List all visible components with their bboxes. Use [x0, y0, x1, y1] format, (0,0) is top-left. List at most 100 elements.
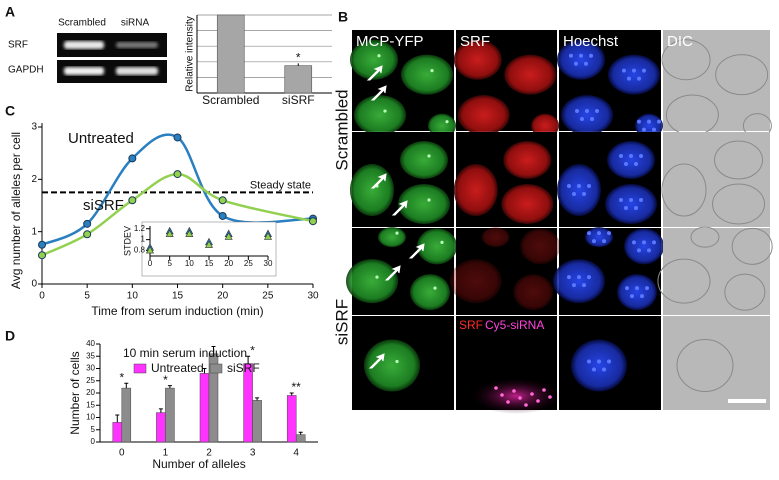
- mrna-spot: [445, 120, 449, 124]
- panel-label: A: [5, 4, 15, 20]
- y-tick-label: 10: [86, 413, 95, 422]
- error-bar: [211, 345, 216, 354]
- y-tick-label: 3: [31, 122, 37, 133]
- chromatin-spot: [597, 359, 601, 364]
- nucleus: [501, 184, 554, 224]
- significance: **: [292, 380, 302, 394]
- chromatin-spot: [580, 117, 584, 122]
- nucleus: [605, 184, 657, 224]
- y-axis-label: Relative intensity: [185, 16, 196, 92]
- chromatin-spot: [629, 198, 633, 202]
- gel-band: [116, 42, 158, 48]
- bar: [156, 412, 166, 443]
- error-bar: [158, 408, 163, 413]
- mrna-spot: [383, 109, 387, 113]
- data-point: [165, 229, 174, 237]
- chromatin-spot: [567, 184, 571, 188]
- cell-outline: [712, 183, 766, 225]
- chromatin-spot: [582, 192, 586, 196]
- data-point: [185, 229, 194, 237]
- y-tick-label: 1: [31, 226, 37, 237]
- mrna-spot: [395, 231, 399, 235]
- scale-bar: [728, 399, 766, 403]
- cell-outline: [657, 258, 711, 304]
- reference-label: Steady state: [250, 179, 311, 191]
- arrow: [368, 353, 385, 369]
- significance: *: [296, 51, 301, 65]
- micrograph: [663, 316, 770, 410]
- chromatin-spot: [657, 119, 661, 124]
- cell-outline: [731, 227, 773, 265]
- micrograph: [663, 132, 770, 227]
- chromatin-spot: [619, 154, 623, 158]
- chromatin-spot: [587, 184, 591, 188]
- data-point: [173, 170, 182, 179]
- data-point: [38, 251, 46, 260]
- chromatin-spot: [635, 286, 639, 291]
- panel-label: B: [338, 9, 348, 25]
- data-point: [224, 232, 233, 240]
- micrograph: [663, 228, 770, 315]
- y-tick-label: 20: [86, 388, 95, 397]
- chromatin-spot: [625, 286, 629, 291]
- significance: *: [250, 343, 255, 357]
- chromatin-spot: [632, 68, 636, 73]
- chromatin-spot: [639, 198, 643, 202]
- y-tick-label: 40: [86, 339, 95, 348]
- nucleus: [513, 274, 554, 311]
- y-tick-label: 0.8: [134, 246, 146, 255]
- significance: *: [119, 370, 124, 384]
- chromatin-spot: [587, 231, 591, 236]
- chromatin-spot: [590, 117, 594, 122]
- error-bar: [289, 392, 294, 396]
- mrna-spot: [427, 198, 431, 202]
- nucleus: [449, 259, 502, 304]
- gel-band: [116, 67, 158, 75]
- x-tick-label: 25: [262, 291, 274, 302]
- row-label: Scrambled: [332, 89, 351, 170]
- x-tick-label: 0: [39, 291, 45, 302]
- sirna-spot: [500, 393, 504, 397]
- chromatin-spot: [630, 294, 634, 299]
- nucleus: [571, 339, 627, 392]
- bar: [199, 373, 210, 443]
- nucleus: [531, 113, 560, 138]
- data-point: [145, 245, 155, 254]
- chromatin-spot: [572, 283, 576, 288]
- data-point: [309, 217, 317, 226]
- bar: [284, 65, 313, 94]
- nucleus: [428, 113, 456, 138]
- chromatin-spot: [632, 240, 636, 245]
- chromatin-spot: [637, 119, 641, 124]
- chromatin-spot: [589, 53, 593, 58]
- nucleus: [400, 141, 448, 179]
- x-tick-label: 0: [148, 259, 153, 268]
- nucleus: [504, 54, 557, 95]
- nucleus: [520, 228, 561, 265]
- chromatin-spot: [642, 68, 646, 73]
- sirna-spot: [530, 392, 534, 396]
- chromatin-spot: [587, 275, 591, 280]
- arrow: [370, 173, 387, 189]
- sirna-signal: [471, 378, 561, 414]
- chromatin-spot: [624, 206, 628, 210]
- nucleus: [398, 184, 450, 224]
- y-axis-label: Avg number of alleles per cell: [9, 132, 23, 289]
- nucleus: [346, 259, 398, 304]
- column-header: Hoechst: [563, 33, 619, 50]
- arrow: [370, 85, 387, 101]
- data-point: [128, 196, 137, 205]
- mrna-spot: [440, 240, 444, 244]
- error-bar: [246, 355, 251, 364]
- mrna-spot: [433, 286, 437, 290]
- nucleus: [350, 39, 398, 80]
- data-point: [83, 219, 92, 228]
- cell-outline: [676, 338, 734, 392]
- chromatin-spot: [640, 294, 644, 299]
- error-bar: [298, 431, 303, 435]
- nucleus: [553, 259, 605, 304]
- chromatin-spot: [569, 53, 573, 58]
- cell-outline: [661, 163, 707, 217]
- panel-label: D: [5, 328, 15, 344]
- x-tick-label: Scrambled: [202, 93, 259, 107]
